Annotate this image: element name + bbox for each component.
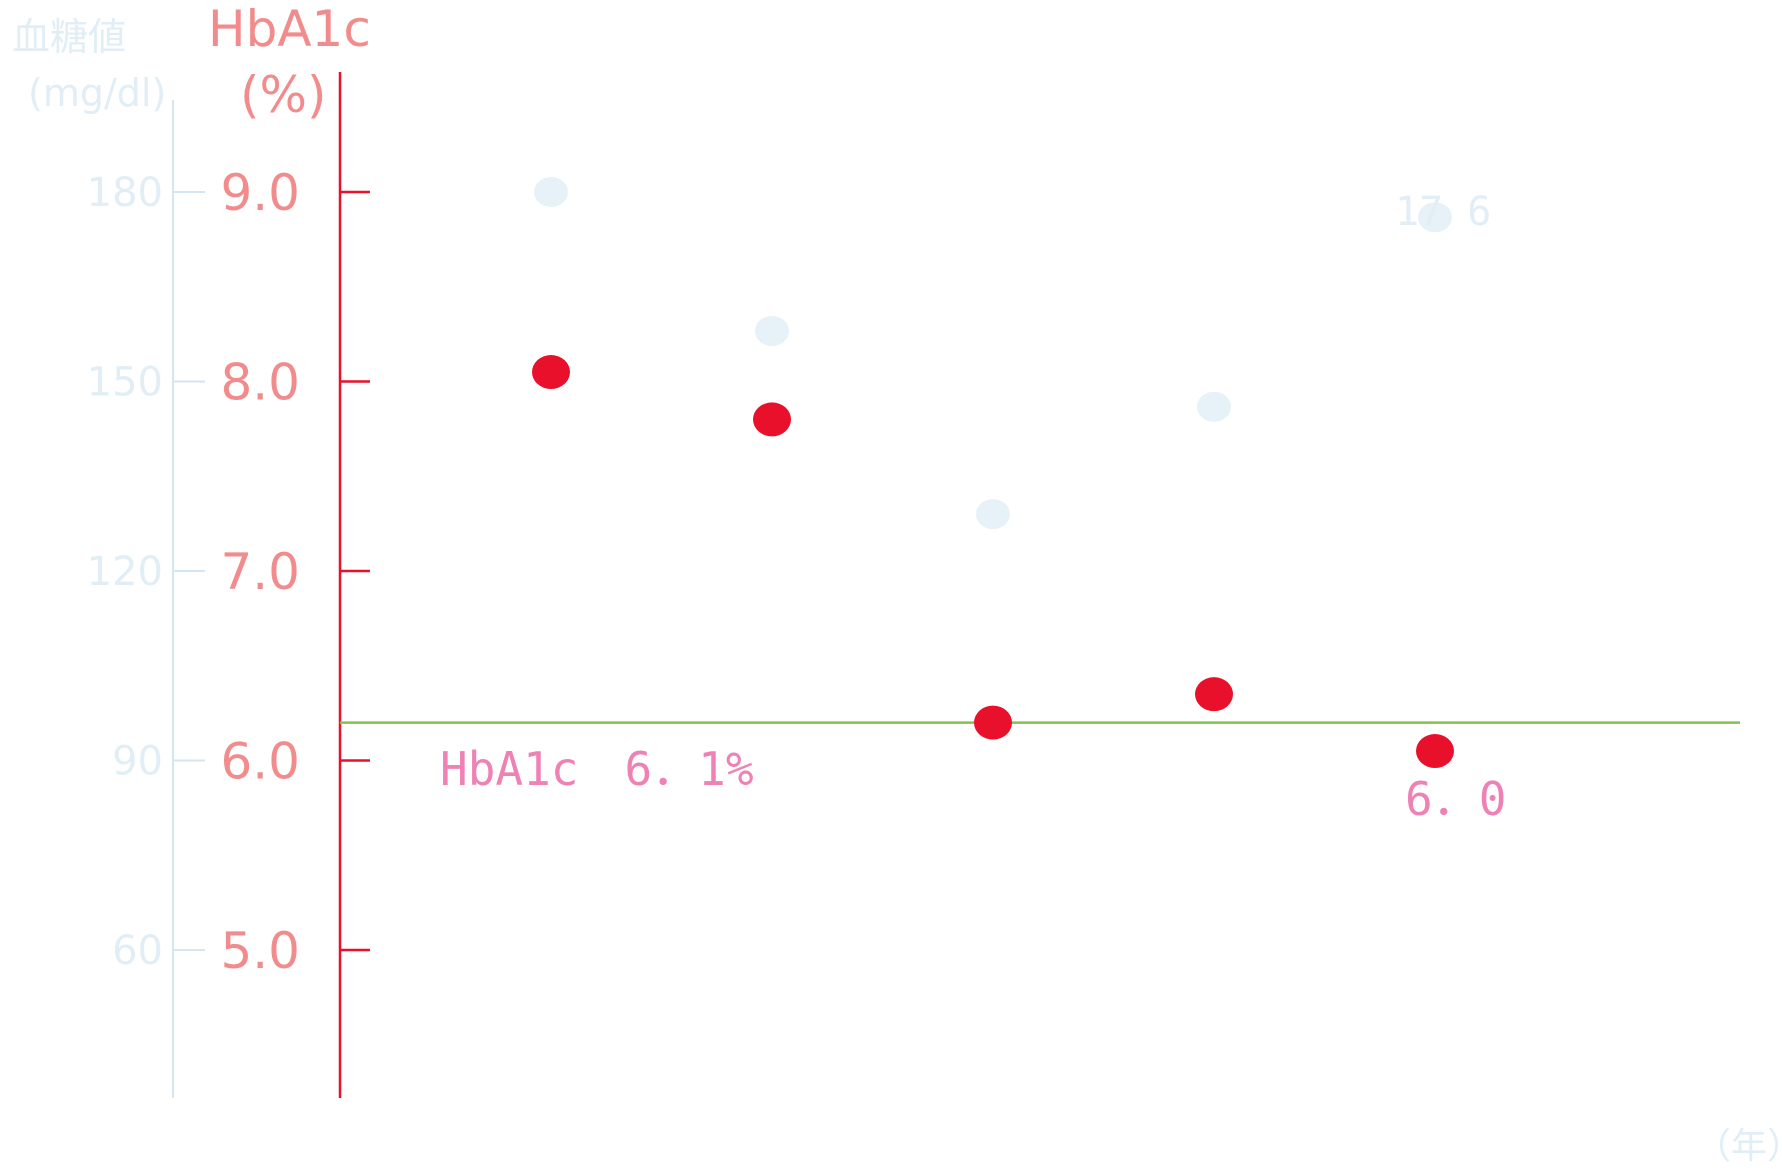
glucose-tick-label: 60 xyxy=(112,928,163,974)
hba1c-point xyxy=(1195,677,1233,712)
hba1c-point xyxy=(1416,734,1454,769)
glucose-point xyxy=(755,315,789,346)
hba1c-series xyxy=(532,355,1454,769)
last-hba1c-annotation: 6．0 xyxy=(1405,772,1506,826)
glucose-axis-unit: (mg/dl) xyxy=(28,71,166,115)
glucose-tick-label: 180 xyxy=(87,170,163,216)
glucose-tick-label: 120 xyxy=(87,549,163,595)
glucose-point xyxy=(1197,391,1231,422)
hba1c-tick-label: 8.0 xyxy=(220,354,300,412)
hba1c-point xyxy=(532,355,570,390)
glucose-point xyxy=(534,177,568,207)
hba1c-axis-label: HbA1c xyxy=(208,0,371,58)
hba1c-point xyxy=(974,705,1012,740)
glucose-axis-ticks: 180 150 120 90 60 xyxy=(87,170,205,974)
glucose-axis-label: 血糖値 xyxy=(12,15,126,59)
glucose-tick-label: 150 xyxy=(87,360,163,406)
last-glucose-annotation: 17 6 xyxy=(1395,189,1491,235)
glucose-point xyxy=(976,499,1010,530)
hba1c-tick-label: 9.0 xyxy=(220,164,300,222)
hba1c-tick-label: 6.0 xyxy=(220,733,300,791)
hba1c-tick-label: 5.0 xyxy=(220,922,300,980)
reference-annotation: HbA1c 6．1% xyxy=(440,742,754,796)
hba1c-point xyxy=(753,402,791,437)
glucose-series xyxy=(534,177,1452,530)
glucose-tick-label: 90 xyxy=(112,739,163,785)
glucose-point xyxy=(1418,202,1452,233)
hba1c-axis-unit: (%) xyxy=(240,66,327,124)
hba1c-tick-label: 7.0 xyxy=(220,543,300,601)
x-axis-label: （年） xyxy=(1695,1126,1782,1167)
hba1c-axis-ticks: 9.0 8.0 7.0 6.0 5.0 xyxy=(220,164,370,980)
